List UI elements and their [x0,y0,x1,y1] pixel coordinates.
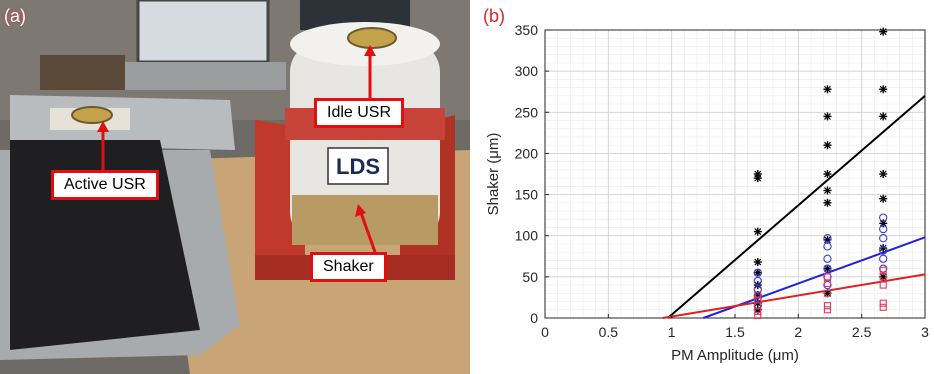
data-point-circle [879,234,888,243]
data-point-square [823,302,832,310]
data-point-star [753,227,762,236]
y-axis-label: Shaker (μm) [485,133,502,216]
fit-line [667,95,926,319]
data-point-square [754,307,762,315]
data-point-circle [823,242,832,251]
data-point-square [823,279,832,287]
panel-b-label: (b) [483,6,505,26]
fit-line [662,273,926,319]
chart-grid [544,29,926,319]
data-point-star [879,27,888,36]
data-point-circle [753,276,762,286]
data-point-square [754,291,762,299]
data-point-circle [879,254,888,263]
data-point-circle [753,301,762,310]
x-tick-label: 2.5 [852,324,872,340]
tick-labels: 0 0.5 1 1.5 2 2.5 3 0 50 100 150 200 250 300 350 [515,22,929,340]
data-point-circle [879,246,888,255]
data-point-circle [753,285,762,294]
data-point-circle [879,224,888,234]
panel-a-label: (a) [4,6,26,26]
data-point-circle [879,213,888,222]
lds-logo-text: LDS [336,154,380,179]
active-usr-callout: Active USR [51,170,159,200]
data-point-star [823,198,832,207]
data-point-star [879,194,888,203]
data-point-star [879,170,888,178]
y-tick-label: 100 [515,228,539,244]
y-tick-label: 250 [515,104,539,120]
data-point-square [879,281,887,289]
y-tick-label: 50 [522,269,538,285]
x-tick-label: 3 [921,324,929,340]
shaker-vs-pm-chart: 0 0.5 1 1.5 2 2.5 3 0 50 100 150 200 250 300 350 PM Am… [485,22,929,364]
data-point-circle [823,254,832,263]
y-tick-label: 350 [515,22,539,38]
x-tick-label: 0 [541,324,549,340]
x-tick-label: 1 [668,324,676,340]
data-point-star [823,141,832,150]
data-point-star [823,170,832,178]
data-point-star [753,258,762,267]
y-tick-label: 0 [530,310,538,326]
y-tick-label: 300 [515,63,539,79]
x-tick-label: 1.5 [725,324,745,340]
data-point-circle [753,293,762,302]
x-tick-label: 0.5 [599,324,619,340]
shaker-callout: Shaker [310,252,387,282]
x-tick-label: 2 [794,324,802,340]
data-point-star [879,112,888,121]
data-point-star [753,268,762,277]
y-tick-label: 150 [515,187,539,203]
data-point-square [823,289,832,297]
data-point-circle [823,264,832,273]
data-point-circle [823,280,832,290]
data-point-square [823,273,832,281]
data-point-star [823,112,832,121]
data-point-square [879,266,887,274]
data-point-star [823,186,832,195]
x-axis-label: PM Amplitude (μm) [671,347,799,364]
data-point-square [879,273,887,281]
data-point-square [879,303,887,311]
data-point-star [823,264,832,273]
data-points [753,27,888,320]
data-point-square [879,299,887,307]
y-tick-label: 200 [515,145,539,161]
data-point-star [879,85,888,94]
data-point-star [823,85,832,94]
data-point-star [753,174,762,183]
data-point-circle [753,268,762,277]
data-point-square [754,311,762,320]
idle-usr-callout: Idle USR [314,98,405,128]
data-point-circle [823,234,832,243]
data-point-square [823,306,832,314]
data-point-circle [879,264,888,273]
